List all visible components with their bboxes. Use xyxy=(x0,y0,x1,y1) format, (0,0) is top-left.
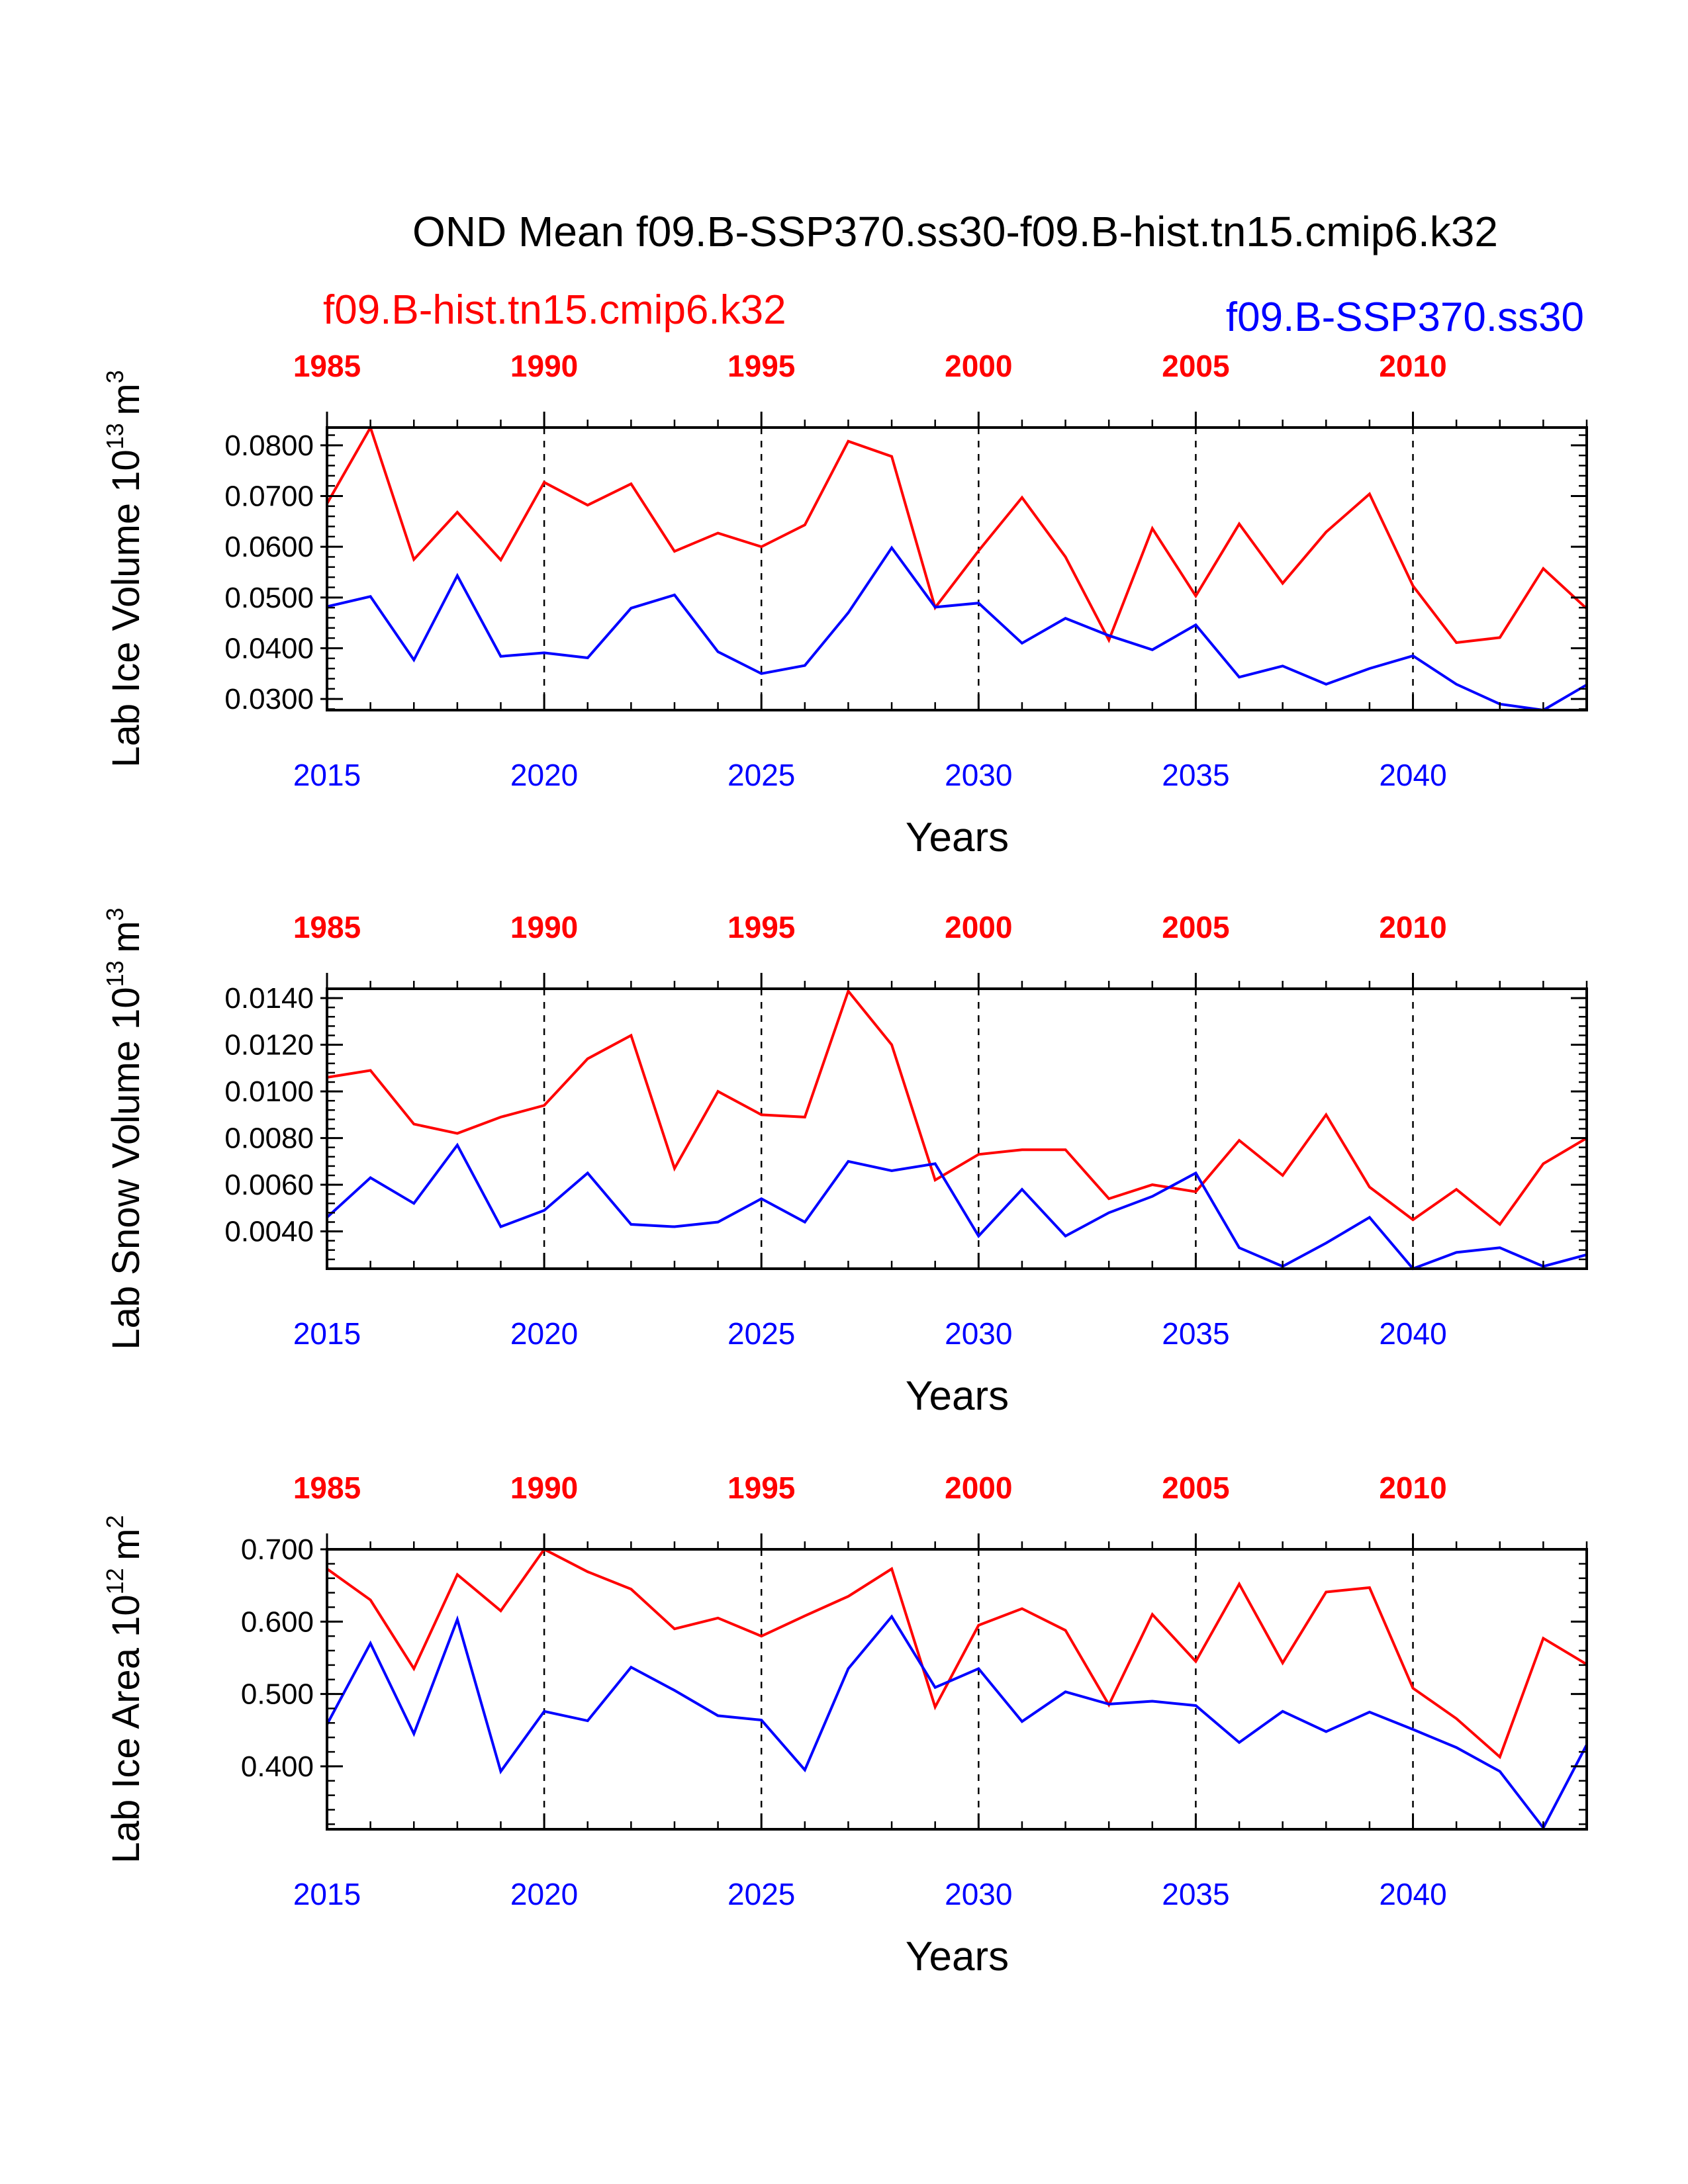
bottom-x-tick-label: 2025 xyxy=(727,1877,795,1911)
bottom-x-tick-label: 2040 xyxy=(1379,758,1446,792)
bottom-x-tick-label: 2040 xyxy=(1379,1316,1446,1351)
y-axis-label: Lab Snow Volume 1013 m3 xyxy=(101,907,148,1349)
top-x-tick-label: 1995 xyxy=(727,910,795,944)
x-axis-label: Years xyxy=(906,1934,1009,1979)
panel-1: 0.0300 0.0400 0.0500 0.0600 0.0700 0.0800 1985… xyxy=(101,349,1588,860)
y-tick-label: 0.0100 xyxy=(224,1075,314,1108)
y-tick-label: 0.500 xyxy=(241,1678,314,1711)
figure-title: OND Mean f09.B-SSP370.ss30-f09.B-hist.tn… xyxy=(412,208,1498,255)
bottom-x-tick-label: 2025 xyxy=(727,1316,795,1351)
y-tick-label: 0.0140 xyxy=(224,982,314,1015)
x-axis-label: Years xyxy=(906,1373,1009,1419)
y-tick-label: 0.400 xyxy=(241,1751,314,1783)
bottom-x-tick-label: 2015 xyxy=(293,1877,361,1911)
top-x-tick-label: 1990 xyxy=(510,910,578,944)
y-tick-label: 0.600 xyxy=(241,1606,314,1638)
bottom-x-tick-label: 2020 xyxy=(510,1316,578,1351)
panel-2: 0.0040 0.0060 0.0080 0.0100 0.0120 0.0140 1985… xyxy=(101,907,1588,1419)
y-tick-label: 0.0080 xyxy=(224,1122,314,1155)
top-x-tick-label: 2000 xyxy=(945,910,1012,944)
bottom-x-tick-label: 2040 xyxy=(1379,1877,1446,1911)
top-x-tick-label: 2005 xyxy=(1162,910,1229,944)
x-axis-label: Years xyxy=(906,815,1009,860)
plot-frame xyxy=(326,1548,1588,1831)
top-x-tick-label: 1985 xyxy=(293,349,361,383)
bottom-x-tick-label: 2030 xyxy=(945,1316,1012,1351)
plot-frame xyxy=(326,987,1588,1270)
y-tick-label: 0.0400 xyxy=(224,632,314,664)
y-tick-label: 0.0040 xyxy=(224,1216,314,1248)
bottom-x-tick-label: 2020 xyxy=(510,758,578,792)
series-line-hist xyxy=(326,988,1588,1226)
series-line-ssp xyxy=(326,1614,1588,1831)
legend-hist-label: f09.B-hist.tn15.cmip6.k32 xyxy=(323,287,786,333)
y-tick-label: 0.0500 xyxy=(224,582,314,614)
top-x-tick-label: 1990 xyxy=(510,1471,578,1505)
y-tick-label: 0.0800 xyxy=(224,430,314,462)
y-axis-label: Lab Ice Volume 1013 m3 xyxy=(101,370,148,767)
bottom-x-tick-label: 2015 xyxy=(293,758,361,792)
top-x-tick-label: 1985 xyxy=(293,1471,361,1505)
y-tick-label: 0.0060 xyxy=(224,1169,314,1201)
y-tick-label: 0.700 xyxy=(241,1533,314,1566)
series-line-hist xyxy=(326,1547,1588,1760)
legend-ssp-label: f09.B-SSP370.ss30 xyxy=(1226,295,1584,340)
y-axis-label: Lab Ice Area 1012 m2 xyxy=(101,1515,148,1863)
bottom-x-tick-label: 2020 xyxy=(510,1877,578,1911)
y-tick-label: 0.0300 xyxy=(224,683,314,715)
bottom-x-tick-label: 2025 xyxy=(727,758,795,792)
y-tick-label: 0.0600 xyxy=(224,531,314,563)
bottom-x-tick-label: 2035 xyxy=(1162,1316,1229,1351)
y-tick-label: 0.0700 xyxy=(224,480,314,512)
bottom-x-tick-label: 2015 xyxy=(293,1316,361,1351)
plot-frame xyxy=(326,426,1588,711)
top-x-tick-label: 2005 xyxy=(1162,1471,1229,1505)
series-line-hist xyxy=(326,424,1588,645)
bottom-x-tick-label: 2035 xyxy=(1162,758,1229,792)
bottom-x-tick-label: 2030 xyxy=(945,1877,1012,1911)
y-tick-label: 0.0120 xyxy=(224,1029,314,1062)
top-x-tick-label: 1990 xyxy=(510,349,578,383)
top-x-tick-label: 2010 xyxy=(1379,1471,1446,1505)
series-line-ssp xyxy=(326,1142,1587,1271)
top-x-tick-label: 2000 xyxy=(945,349,1012,383)
top-x-tick-label: 1995 xyxy=(727,349,795,383)
top-x-tick-label: 2000 xyxy=(945,1471,1012,1505)
top-x-tick-label: 2010 xyxy=(1379,349,1446,383)
bottom-x-tick-label: 2035 xyxy=(1162,1877,1229,1911)
series-line-ssp xyxy=(326,545,1588,712)
bottom-x-tick-label: 2030 xyxy=(945,758,1012,792)
panel-3: 0.400 0.500 0.600 0.700 1985 1990 1995 2000 2005… xyxy=(101,1471,1588,1979)
panels: 0.0300 0.0400 0.0500 0.0600 0.0700 0.0800 1985… xyxy=(101,349,1588,1979)
top-x-tick-label: 1995 xyxy=(727,1471,795,1505)
top-x-tick-label: 2010 xyxy=(1379,910,1446,944)
top-x-tick-label: 1985 xyxy=(293,910,361,944)
top-x-tick-label: 2005 xyxy=(1162,349,1229,383)
